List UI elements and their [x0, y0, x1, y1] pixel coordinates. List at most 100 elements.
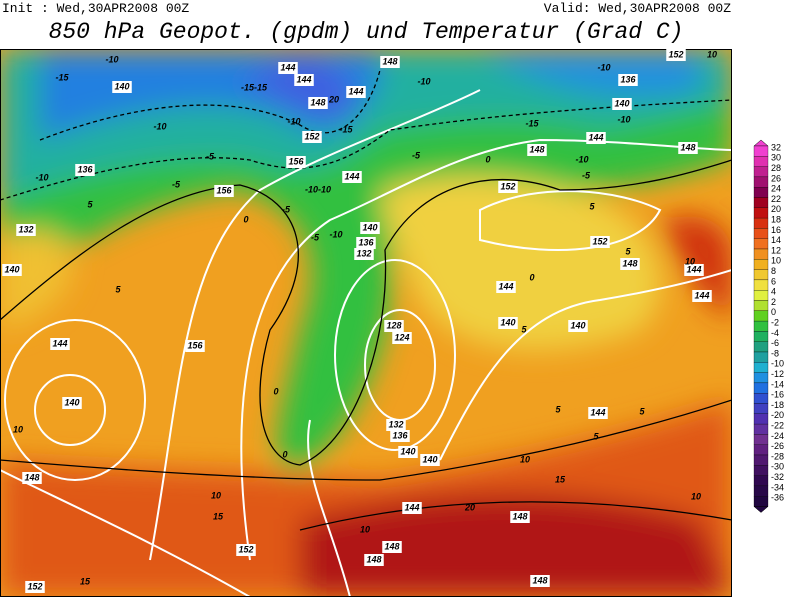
label-box	[308, 97, 328, 109]
label-box	[420, 454, 440, 466]
temperature-label: -5	[311, 232, 320, 242]
colorbar-swatch	[753, 166, 769, 178]
geopotential-label: 132	[356, 248, 371, 258]
colorbar-swatch	[753, 279, 769, 291]
temperature-label: 15	[213, 511, 224, 521]
colorbar-label: -22	[771, 420, 784, 430]
geopotential-label: 148	[366, 554, 381, 564]
colorbar-swatch	[753, 269, 769, 281]
colorbar-swatch	[753, 382, 769, 394]
colorbar-label: 32	[771, 142, 781, 152]
geopotential-label: 148	[382, 56, 397, 66]
label-box	[498, 317, 518, 329]
geopotential-label: 136	[620, 74, 636, 84]
label-box	[214, 185, 234, 197]
geopotential-label: 140	[114, 81, 129, 91]
colorbar-swatch	[753, 496, 769, 507]
label-box	[75, 164, 95, 176]
temperature-label: 10	[211, 490, 221, 500]
label-box	[50, 338, 70, 350]
colorbar-swatch	[753, 217, 769, 229]
geopotential-label: 148	[310, 97, 325, 107]
temperature-label: -10	[105, 54, 118, 64]
label-box	[692, 290, 712, 302]
colorbar-label: 26	[771, 173, 781, 183]
temperature-label: 5	[589, 201, 595, 211]
colorbar-label: 4	[771, 287, 776, 297]
label-box	[590, 236, 610, 248]
colorbar-label: -28	[771, 451, 784, 461]
colorbar-label: -16	[771, 390, 784, 400]
label-box	[112, 81, 132, 93]
geopotential-label: 148	[529, 144, 544, 154]
temperature-label: 10	[520, 454, 530, 464]
geopotential-label: 152	[238, 544, 253, 554]
temperature-label: -5	[172, 179, 181, 189]
label-box	[294, 74, 314, 86]
geopotential-label: 136	[358, 237, 374, 247]
geopotential-label: 144	[686, 264, 701, 274]
geopotential-label: 124	[394, 332, 409, 342]
geopotential-label: 144	[694, 290, 709, 300]
label-box	[62, 397, 82, 409]
temperature-label: 5	[521, 324, 527, 334]
colorbar-swatch	[753, 290, 769, 301]
geopotential-label: 156	[187, 340, 203, 350]
colorbar-label: -6	[771, 338, 779, 348]
temperature-label: 5	[115, 284, 121, 294]
colorbar-swatch	[753, 434, 769, 445]
label-box	[498, 181, 518, 193]
colorbar-label: -12	[771, 369, 784, 379]
colorbar-label: 24	[771, 184, 781, 194]
geopotential-label: 152	[668, 49, 683, 59]
geopotential-label: 140	[614, 98, 629, 108]
label-box	[382, 541, 402, 553]
geopotential-label: 140	[400, 446, 415, 456]
label-box	[384, 320, 404, 332]
geopotential-label: 144	[590, 407, 605, 417]
label-box	[302, 131, 322, 143]
geopotential-label: 140	[570, 320, 585, 330]
colorbar-swatch	[753, 423, 769, 435]
label-box	[684, 264, 704, 276]
geopotential-label: 152	[592, 236, 607, 246]
geopotential-label: 140	[64, 397, 79, 407]
colorbar-label: -32	[771, 472, 784, 482]
temperature-label: 0	[529, 272, 534, 282]
colorbar-label: -36	[771, 493, 784, 503]
geopotential-label: 132	[18, 224, 33, 234]
label-box	[2, 264, 22, 276]
geopotential-label: 144	[280, 62, 295, 72]
label-box	[618, 74, 638, 86]
geopotential-label: 144	[498, 281, 513, 291]
temperature-label: 0	[282, 449, 287, 459]
colorbar-label: 22	[771, 194, 781, 204]
valid-time: Valid: Wed,30APR2008 00Z	[544, 1, 731, 16]
colorbar-label: 16	[771, 225, 781, 235]
geopotential-label: 152	[304, 131, 319, 141]
temperature-label: -15	[525, 118, 539, 128]
geopotential-label: 136	[392, 430, 408, 440]
temperature-label: 5	[87, 199, 93, 209]
label-box	[22, 472, 42, 484]
colorbar-label: -18	[771, 400, 784, 410]
temperature-label: 15	[80, 576, 91, 586]
colorbar-swatch	[753, 259, 769, 270]
colorbar-label: -14	[771, 379, 784, 389]
geopotential-label: 144	[296, 74, 311, 84]
label-box	[666, 49, 686, 61]
colorbar-swatch	[753, 341, 769, 353]
colorbar-swatch	[753, 207, 769, 219]
label-box	[530, 575, 550, 587]
label-box	[286, 156, 306, 168]
title: 850 hPa Geopot. (gpdm) und Temperatur (G…	[49, 19, 684, 45]
label-box	[527, 144, 547, 156]
label-box	[185, 340, 205, 352]
colorbar-swatch	[753, 176, 769, 188]
colorbar-swatch	[753, 238, 769, 250]
geopotential-label: 148	[384, 541, 399, 551]
temperature-label: -5	[412, 150, 421, 160]
